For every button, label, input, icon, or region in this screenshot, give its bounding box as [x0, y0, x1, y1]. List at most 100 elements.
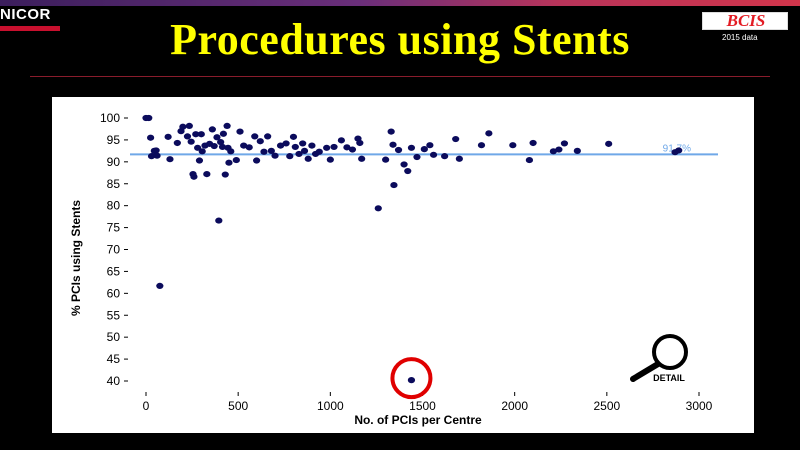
bcis-logo: BCIS [702, 11, 788, 30]
data-point [156, 282, 164, 289]
data-point [358, 155, 366, 162]
data-point [192, 131, 200, 138]
y-tick-label: 90 [107, 155, 121, 169]
data-point [549, 148, 557, 155]
data-point [289, 133, 298, 140]
data-point [282, 140, 290, 147]
data-point [441, 153, 449, 160]
data-point [194, 144, 202, 151]
data-point [348, 146, 357, 153]
data-point [400, 161, 408, 168]
data-point [420, 146, 428, 153]
data-point [198, 148, 206, 155]
data-point [525, 156, 534, 164]
data-point [343, 144, 351, 151]
data-point [215, 217, 223, 224]
data-point [236, 128, 244, 135]
data-point [299, 140, 307, 147]
nicor-logo: NICOR [0, 6, 51, 23]
slide-title: Procedures using Stents [170, 15, 630, 64]
data-point [251, 133, 259, 140]
data-point [183, 133, 192, 140]
y-tick-label: 55 [107, 308, 121, 322]
y-tick-label: 95 [107, 133, 121, 147]
data-point [260, 148, 268, 155]
data-point [374, 205, 382, 212]
data-point [210, 142, 218, 150]
data-point [152, 147, 160, 154]
data-point [390, 181, 398, 189]
data-point [267, 147, 275, 154]
data-point [455, 155, 463, 162]
data-point [232, 156, 240, 164]
data-point [187, 138, 195, 145]
data-point [675, 147, 683, 154]
data-point [560, 140, 569, 147]
x-tick-label: 500 [228, 399, 248, 413]
data-point [323, 144, 331, 151]
data-point [245, 144, 253, 151]
data-point [166, 156, 174, 163]
data-point [179, 123, 187, 130]
data-point [605, 140, 613, 147]
y-tick-label: 75 [107, 221, 121, 235]
data-point [394, 146, 403, 154]
x-tick-label: 0 [143, 399, 150, 413]
data-point [426, 142, 434, 149]
data-point [429, 151, 438, 158]
data-point [389, 141, 397, 148]
x-tick-label: 1000 [317, 399, 344, 413]
magnifier-icon [652, 334, 688, 370]
data-point [407, 377, 416, 384]
data-point [477, 142, 486, 149]
data-point [197, 131, 205, 138]
data-point [413, 153, 421, 161]
data-point [213, 134, 221, 141]
y-tick-label: 40 [107, 374, 121, 388]
top-accent-bar [0, 0, 800, 6]
y-tick-label: 70 [107, 243, 121, 257]
data-year-label: 2015 data [722, 33, 758, 42]
detail-label: DETAIL [653, 373, 685, 383]
data-point [208, 126, 216, 133]
data-point [185, 122, 193, 129]
data-point [485, 130, 493, 137]
y-tick-label: 85 [107, 177, 121, 191]
data-point [326, 156, 334, 163]
y-tick-label: 60 [107, 286, 121, 300]
y-tick-label: 65 [107, 264, 121, 278]
magnifier-handle [630, 361, 661, 382]
bcis-logo-text: BCIS [726, 11, 766, 30]
data-point [221, 171, 229, 178]
data-point [223, 122, 231, 129]
y-tick-label: 100 [100, 111, 120, 125]
x-axis-label: No. of PCIs per Centre [354, 413, 482, 427]
data-point [145, 114, 153, 122]
data-point [337, 137, 345, 144]
y-tick-label: 50 [107, 330, 121, 344]
data-point [218, 143, 227, 151]
data-point [164, 133, 172, 140]
data-point [315, 148, 323, 155]
data-point [147, 134, 155, 141]
data-point [382, 156, 390, 163]
x-tick-label: 1500 [409, 399, 436, 413]
data-point [387, 128, 395, 135]
data-point [300, 147, 309, 154]
data-point [219, 130, 228, 137]
data-point [276, 142, 285, 149]
x-tick-label: 3000 [686, 399, 713, 413]
detail-button[interactable]: DETAIL [630, 334, 688, 383]
data-point [295, 150, 303, 158]
title-separator [30, 76, 770, 77]
data-point [404, 167, 412, 175]
data-point [195, 157, 204, 164]
highlight-circle [390, 357, 433, 400]
data-point [407, 144, 416, 151]
data-points [142, 114, 683, 384]
data-point [286, 153, 294, 160]
data-point [253, 157, 261, 164]
x-tick-label: 2000 [501, 399, 528, 413]
